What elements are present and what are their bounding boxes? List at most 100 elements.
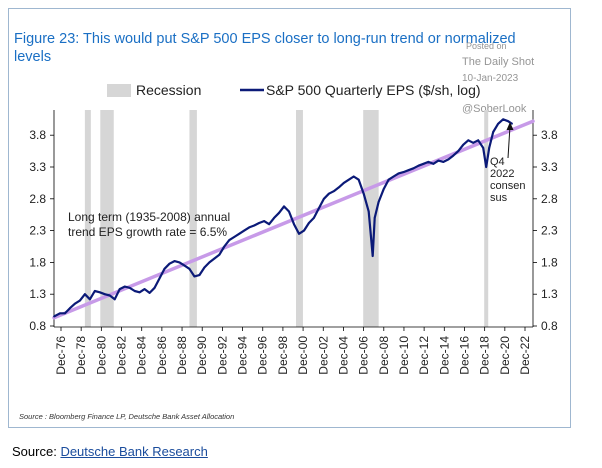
eps-point-7 <box>88 298 91 301</box>
annotation-arrow-layer <box>506 122 514 159</box>
eps-point-13 <box>118 288 121 291</box>
eps-point-27 <box>188 267 191 270</box>
y-tick-label-right-0: 0.8 <box>541 319 558 333</box>
q4-arrow-shaft <box>507 125 511 159</box>
eps-point-68 <box>387 178 390 181</box>
x-tick-label-3: Dec-82 <box>115 336 129 375</box>
eps-point-73 <box>412 167 415 170</box>
eps-point-21 <box>158 277 161 280</box>
chart-axes: 0.8 0.8 1.3 1.3 1.8 1.8 2.3 2.3 2.8 2.8 3.3 3.3 3.8 3… <box>29 110 558 375</box>
eps-point-87 <box>482 147 485 149</box>
eps-point-0 <box>53 315 55 318</box>
x-tick-label-0: Dec-76 <box>54 336 68 375</box>
eps-point-4 <box>74 302 76 305</box>
eps-point-9 <box>98 291 101 294</box>
x-tick-label-17: Dec-10 <box>397 336 411 375</box>
figure-source-note: Source : Bloomberg Finance LP, Deutsche … <box>19 412 235 421</box>
eps-point-1 <box>59 312 61 315</box>
eps-point-24 <box>173 260 176 263</box>
eps-point-75 <box>422 162 425 165</box>
eps-point-36 <box>233 236 236 238</box>
eps-point-5 <box>78 299 81 302</box>
eps-point-83 <box>462 143 465 146</box>
eps-point-2 <box>64 312 66 315</box>
eps-point-19 <box>148 292 151 294</box>
deutsche-bank-research-link[interactable]: Deutsche Bank Research <box>60 444 208 459</box>
recession-bands <box>84 110 489 327</box>
x-tick-label-15: Dec-06 <box>357 336 371 375</box>
trend-line-layer <box>52 119 535 320</box>
eps-point-31 <box>208 261 211 264</box>
watermark-handle: @SoberLook <box>462 103 527 115</box>
eps-point-57 <box>337 186 340 189</box>
x-tick-label-4: Dec-84 <box>135 336 149 375</box>
eps-point-86 <box>477 139 480 142</box>
eps-point-45 <box>278 211 280 214</box>
eps-point-44 <box>273 216 275 219</box>
eps-point-70 <box>397 172 400 175</box>
eps-point-40 <box>253 224 256 227</box>
eps-point-81 <box>452 154 455 157</box>
eps-point-32 <box>213 257 216 260</box>
eps-point-10 <box>103 293 106 296</box>
eps-point-33 <box>218 253 221 256</box>
eps-point-79 <box>442 161 445 163</box>
trend-line <box>52 119 535 320</box>
eps-point-64 <box>371 255 374 257</box>
x-tick-label-22: Dec-20 <box>498 336 512 375</box>
eps-point-90 <box>492 131 495 133</box>
eps-point-47 <box>288 210 290 213</box>
eps-point-59 <box>347 178 350 181</box>
eps-point-26 <box>183 264 186 267</box>
eps-point-61 <box>357 178 360 181</box>
eps-point-69 <box>392 175 395 178</box>
eps-point-89 <box>488 147 491 149</box>
q4-arrow-head <box>506 122 514 130</box>
y-tick-label-right-1: 1.3 <box>541 287 558 301</box>
eps-point-66 <box>377 201 380 203</box>
eps-point-60 <box>352 175 355 178</box>
y-tick-label-right-4: 2.8 <box>541 192 558 206</box>
eps-point-42 <box>263 220 266 222</box>
x-tick-label-13: Dec-02 <box>316 336 330 375</box>
x-tick-label-21: Dec-18 <box>478 336 492 375</box>
eps-point-55 <box>327 192 330 195</box>
eps-point-52 <box>313 216 315 219</box>
eps-point-23 <box>168 262 171 265</box>
eps-point-54 <box>322 197 325 200</box>
eps-point-65 <box>373 216 376 219</box>
x-tick-label-14: Dec-04 <box>336 336 350 375</box>
eps-point-76 <box>427 161 430 163</box>
recession-band-4 <box>363 110 379 327</box>
recession-band-5 <box>484 110 489 327</box>
recession-band-1 <box>100 110 114 327</box>
eps-point-30 <box>203 266 206 269</box>
eps-point-22 <box>163 267 166 270</box>
x-tick-label-9: Dec-94 <box>236 336 250 375</box>
x-tick-label-10: Dec-96 <box>256 336 270 375</box>
y-tick-label-right-6: 3.8 <box>541 128 558 142</box>
y-tick-label-right-5: 3.3 <box>541 160 558 174</box>
eps-point-84 <box>467 139 470 142</box>
page-source: Source: Deutsche Bank Research <box>12 444 208 459</box>
eps-point-94 <box>511 122 513 125</box>
trend-annotation: Long term (1935-2008) annual trend EPS g… <box>68 210 231 239</box>
eps-point-88 <box>485 166 488 168</box>
y-tick-label-left-0: 0.8 <box>29 319 46 333</box>
x-tick-label-1: Dec-78 <box>74 336 88 375</box>
y-tick-label-left-1: 1.3 <box>29 287 46 301</box>
q4-line-2: 2022 <box>490 168 515 180</box>
legend-recession-swatch <box>107 84 131 97</box>
eps-point-6 <box>83 293 86 296</box>
y-tick-label-left-5: 3.3 <box>29 160 46 174</box>
y-tick-label-left-3: 2.3 <box>29 224 46 238</box>
q4-line-4: sus <box>490 192 508 204</box>
x-tick-label-19: Dec-14 <box>437 336 451 375</box>
page-source-label: Source: <box>12 444 57 459</box>
eps-point-35 <box>228 239 231 242</box>
eps-point-93 <box>507 120 510 123</box>
eps-point-12 <box>113 298 116 301</box>
eps-point-53 <box>317 207 320 210</box>
x-tick-label-8: Dec-92 <box>215 336 229 375</box>
